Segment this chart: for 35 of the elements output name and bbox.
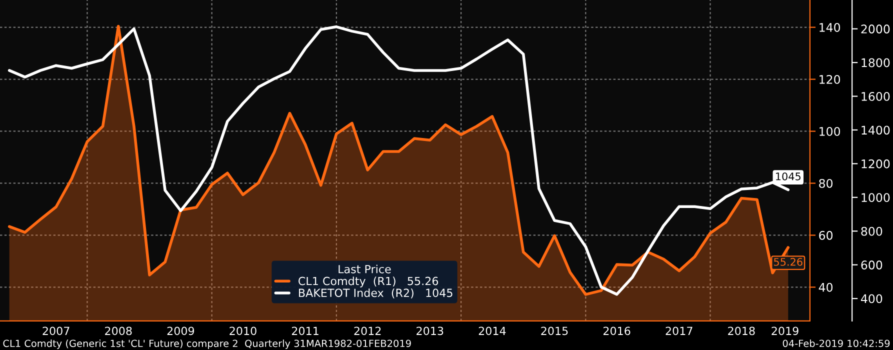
- y-tick-label: 60: [819, 230, 833, 240]
- x-tick-label: 2012: [354, 326, 381, 336]
- text: CL1 Comdty (Generic 1st 'CL' Future) compare 2 Quarterly 31MAR1982-01FEB2019: [3, 340, 411, 349]
- y-tick-label: 140: [820, 23, 840, 32]
- legend-label: CL1 Comdty (R1) 55.26: [298, 276, 438, 288]
- y2-tick-label: 1200: [862, 159, 890, 168]
- y-tick-label: 120: [820, 74, 840, 84]
- x-tick-label: 2010: [230, 326, 256, 336]
- text: 04-Feb-2019 10:42:59: [782, 340, 890, 348]
- y2-tick-label: 1000: [862, 193, 890, 202]
- y2-tick-label: 1800: [862, 58, 890, 68]
- y2-tick-label: 400: [860, 294, 882, 304]
- x-tick-label: 2017: [666, 326, 692, 336]
- data-label: 55.26: [774, 258, 802, 266]
- x-tick-label: 2018: [728, 326, 755, 336]
- x-tick-label: 2011: [292, 326, 318, 336]
- x-tick-label: 2013: [416, 326, 444, 336]
- y2-tick-label: 600: [861, 260, 882, 270]
- y-tick-label: 80: [819, 178, 833, 188]
- y2-tick-label: 1400: [862, 126, 890, 135]
- y-tick-label: 100: [820, 126, 840, 136]
- data-label: 1045: [776, 172, 800, 180]
- y-tick-label: 40: [818, 282, 833, 292]
- legend-label: BAKETOT Index (R2) 1045: [298, 288, 452, 298]
- x-tick-label: 2008: [105, 326, 132, 336]
- legend-title: Last Price: [338, 264, 391, 274]
- y2-tick-label: 800: [861, 226, 882, 236]
- x-tick-label: 2009: [167, 326, 194, 336]
- y2-tick-label: 2000: [861, 24, 890, 34]
- x-tick-label: 2016: [603, 326, 630, 336]
- x-tick-label: 2015: [541, 326, 568, 336]
- x-tick-label: 2007: [42, 326, 70, 336]
- x-tick-label: 2019: [772, 326, 798, 336]
- y2-tick-label: 1600: [862, 92, 890, 101]
- x-tick-label: 2014: [478, 326, 506, 336]
